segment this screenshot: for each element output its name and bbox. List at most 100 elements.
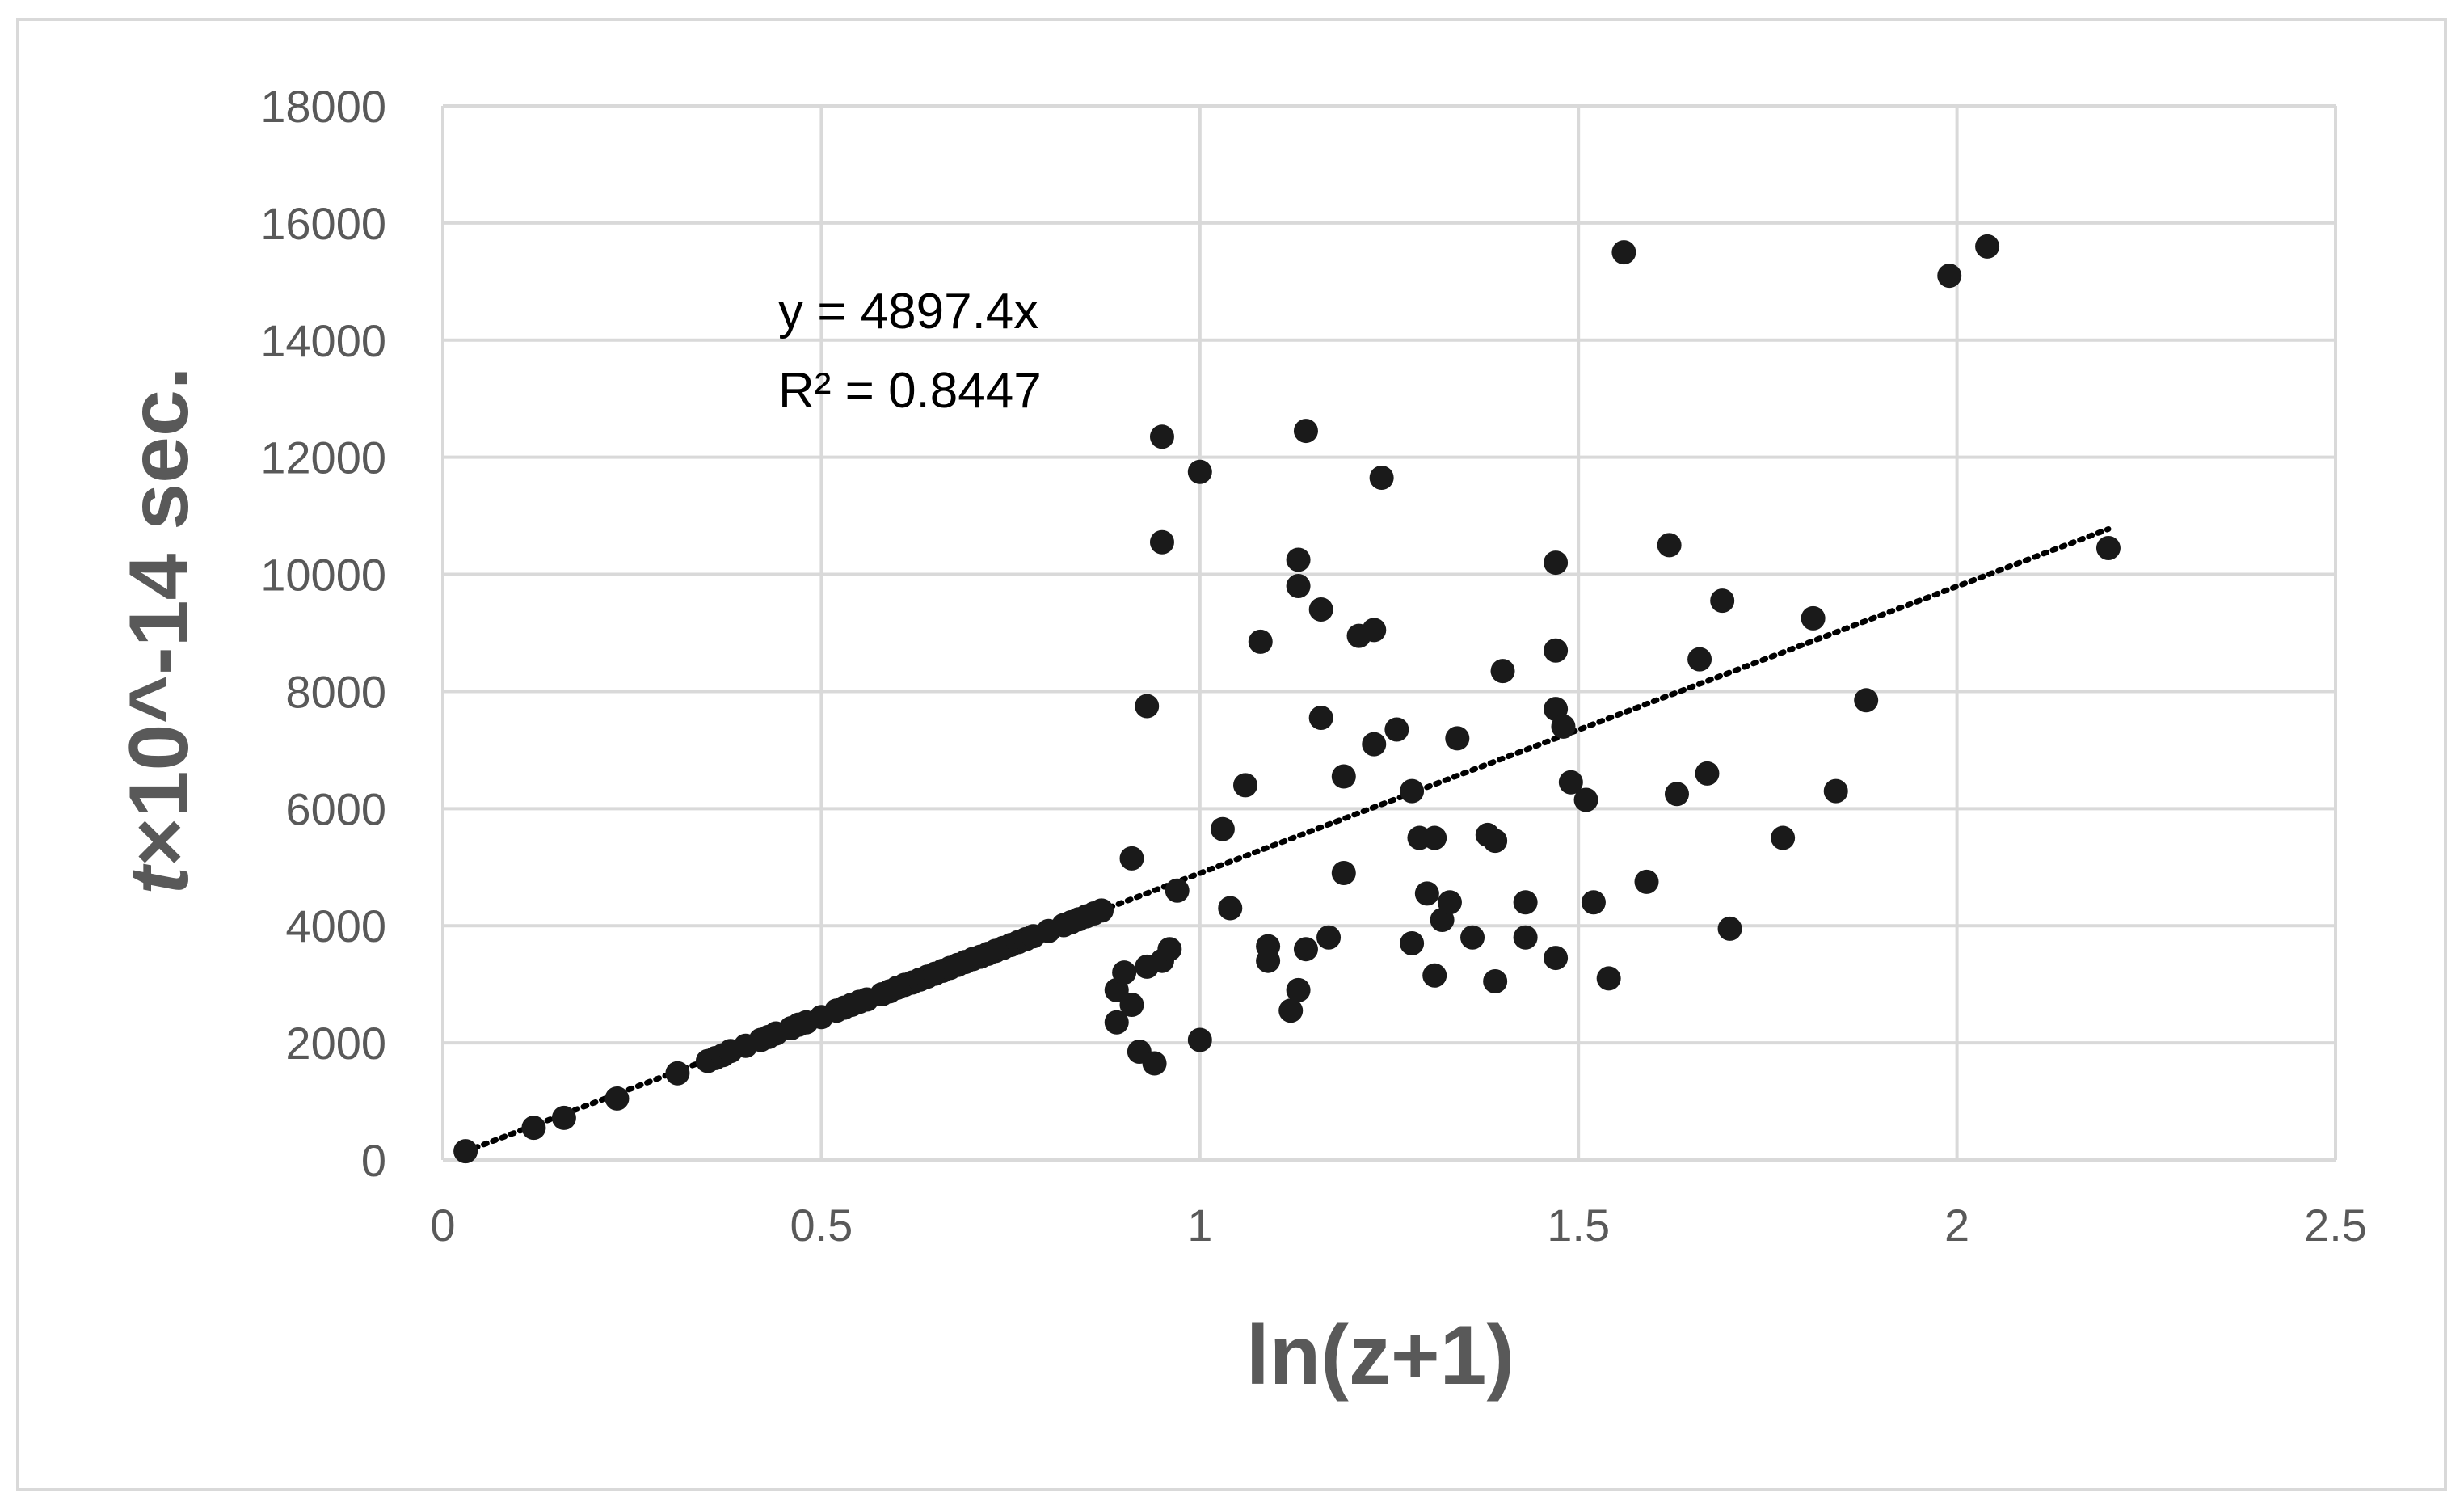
- data-point: [1483, 969, 1508, 994]
- data-point: [1771, 825, 1796, 850]
- data-point: [1316, 925, 1342, 950]
- data-point: [1414, 881, 1439, 906]
- data-point: [1558, 770, 1583, 795]
- data-point: [1544, 638, 1569, 663]
- x-tick-label: 0.5: [790, 1200, 853, 1251]
- data-point: [1483, 829, 1508, 854]
- data-point: [665, 1061, 690, 1086]
- data-point: [1149, 424, 1174, 449]
- data-point: [521, 1116, 546, 1141]
- data-point: [1119, 993, 1144, 1018]
- data-point: [1445, 726, 1470, 751]
- x-axis-title: ln(z+1): [1246, 1309, 1514, 1402]
- y-tick-label: 2000: [285, 1018, 386, 1069]
- y-axis-title-rest: ×10^-14 sec.: [112, 366, 206, 867]
- y-tick-label: 0: [361, 1135, 386, 1186]
- y-tick-label: 12000: [260, 432, 386, 483]
- data-point: [2095, 535, 2121, 560]
- data-point: [1573, 787, 1598, 812]
- data-point: [1187, 1027, 1212, 1052]
- x-tick-label: 2.5: [2304, 1200, 2367, 1251]
- data-point: [1611, 240, 1636, 265]
- data-point: [1664, 782, 1689, 807]
- data-point: [1157, 937, 1182, 962]
- trendline-r-squared: R² = 0.8447: [778, 363, 1042, 419]
- data-point: [1142, 1051, 1167, 1076]
- data-point: [453, 1139, 478, 1164]
- data-point: [1210, 816, 1235, 841]
- chart-frame: [16, 18, 2447, 1491]
- data-point: [1422, 825, 1447, 850]
- x-tick-label: 1: [1187, 1200, 1212, 1251]
- data-point: [1975, 234, 2000, 259]
- data-point: [1135, 694, 1160, 719]
- data-point: [1119, 846, 1144, 871]
- grid-lines: [441, 104, 2337, 1162]
- x-tick-label: 1.5: [1547, 1200, 1610, 1251]
- data-point: [1544, 946, 1569, 971]
- data-point: [1596, 966, 1621, 991]
- y-tick-labels: 0 2000 4000 6000 8000 10000 12000 14000 16000 180…: [260, 81, 386, 1186]
- data-point: [604, 1086, 630, 1111]
- data-point: [1422, 963, 1447, 988]
- data-point: [1293, 419, 1318, 444]
- x-tick-label: 2: [1944, 1200, 1969, 1251]
- y-tick-label: 6000: [285, 783, 386, 834]
- data-point: [1293, 937, 1318, 962]
- data-point: [1581, 890, 1606, 915]
- data-point: [1308, 597, 1333, 622]
- data-point: [1400, 778, 1425, 804]
- data-point: [1218, 896, 1243, 921]
- x-tick-labels: 0 0.5 1 1.5 2 2.5: [430, 1200, 2367, 1251]
- y-axis-title-italic: t: [112, 863, 206, 895]
- data-point: [1112, 960, 1137, 985]
- data-point: [1854, 688, 1879, 713]
- data-points: [453, 234, 2121, 1164]
- data-point: [1278, 998, 1304, 1023]
- y-tick-label: 18000: [260, 81, 386, 132]
- data-point: [1687, 647, 1712, 672]
- data-point: [1331, 764, 1356, 789]
- data-point: [1551, 714, 1576, 739]
- data-point: [1089, 898, 1114, 923]
- data-point: [1657, 533, 1682, 558]
- data-point: [1801, 605, 1826, 631]
- data-point: [1937, 264, 1962, 289]
- data-point: [1437, 890, 1462, 915]
- data-point: [1362, 618, 1387, 643]
- data-point: [1362, 732, 1387, 757]
- data-point: [1717, 916, 1742, 941]
- data-point: [1248, 629, 1273, 654]
- y-tick-label: 16000: [260, 198, 386, 249]
- data-point: [1384, 717, 1409, 742]
- data-point: [1308, 706, 1333, 731]
- data-point: [1634, 869, 1659, 894]
- data-point: [1400, 930, 1425, 955]
- data-point: [1513, 890, 1538, 915]
- data-point: [1369, 466, 1394, 491]
- data-point: [1104, 1010, 1129, 1035]
- data-point: [1513, 925, 1538, 950]
- data-point: [1710, 588, 1735, 614]
- data-point: [1823, 778, 1848, 804]
- data-point: [1187, 459, 1212, 484]
- y-tick-label: 8000: [285, 666, 386, 717]
- data-point: [1695, 761, 1720, 786]
- x-tick-label: 0: [430, 1200, 455, 1251]
- data-point: [1256, 948, 1281, 973]
- data-point: [1165, 878, 1190, 903]
- data-point: [1544, 550, 1569, 576]
- data-point: [1490, 659, 1515, 684]
- data-point: [1331, 861, 1356, 886]
- data-point: [1460, 925, 1485, 950]
- data-point: [551, 1105, 576, 1130]
- trendline-equation: y = 4897.4x: [778, 284, 1038, 340]
- y-tick-label: 14000: [260, 315, 386, 366]
- y-axis-title: t×10^-14 sec.: [112, 366, 206, 894]
- data-point: [1286, 574, 1311, 599]
- data-point: [1286, 547, 1311, 572]
- y-tick-label: 10000: [260, 550, 386, 601]
- data-point: [1286, 977, 1311, 1002]
- data-point: [1233, 773, 1258, 798]
